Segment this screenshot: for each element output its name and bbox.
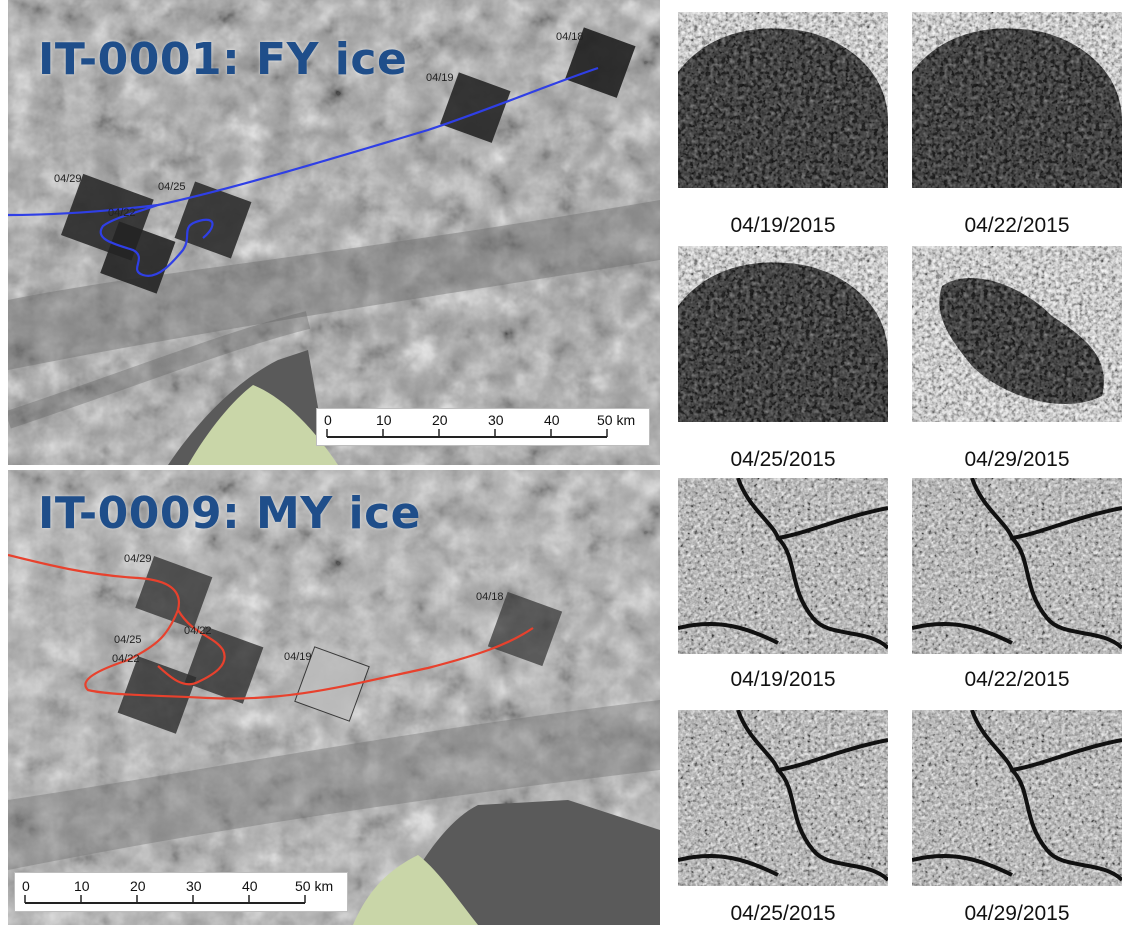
my-date-label: 04/22 (184, 625, 212, 637)
thumbnail-date-caption: 04/29/2015 (964, 448, 1070, 471)
ice-crack-lines (912, 478, 1122, 650)
ice-crack-lines (678, 478, 888, 650)
scale-tick-label: 0 (22, 878, 30, 894)
my-panel-title: IT-0009: MY ice (38, 488, 422, 539)
thumbnail-date-caption: 04/22/2015 (964, 668, 1070, 691)
sar-thumbnail (678, 710, 888, 886)
thumbnail-date-caption: 04/29/2015 (964, 902, 1070, 925)
scale-tick-label: 10 (74, 878, 90, 894)
thumbnail-date-caption: 04/25/2015 (730, 902, 836, 925)
my-date-label: 04/19 (284, 651, 312, 663)
thumbnail-date-caption: 04/25/2015 (730, 448, 836, 471)
sar-thumbnail (678, 478, 888, 654)
fy-scale-bar: 0 10 20 30 40 50 km (316, 408, 650, 446)
thumbnail-date-caption: 04/19/2015 (730, 668, 836, 691)
my-drift-track (8, 553, 534, 700)
fy-drift-track (8, 66, 599, 277)
sar-thumbnail (678, 12, 888, 188)
land-area (353, 855, 478, 925)
my-date-label: 04/18 (476, 591, 504, 603)
scale-tick-label: 50 km (295, 878, 333, 894)
sar-thumbnail (912, 710, 1122, 886)
my-date-label: 04/25 (114, 634, 142, 646)
my-ice-map: 04/18 04/19 04/29 04/25 04/22 04/22 (8, 470, 660, 925)
fy-date-label: 04/18 (556, 31, 584, 43)
ice-crack-lines (912, 710, 1122, 882)
sar-thumbnail (912, 478, 1122, 654)
scale-tick-label: 50 km (597, 412, 635, 428)
scale-tick-label: 30 (488, 412, 504, 428)
scale-tick-label: 10 (376, 412, 392, 428)
sar-thumbnail (912, 12, 1122, 188)
water-area (388, 800, 660, 925)
my-scale-bar: 0 10 20 30 40 50 km (14, 872, 348, 912)
my-date-label: 04/29 (124, 553, 152, 565)
scale-tick-label: 0 (324, 412, 332, 428)
scale-tick-label: 20 (432, 412, 448, 428)
fy-date-label: 04/29 (54, 173, 82, 185)
fy-date-label: 04/22 (108, 207, 136, 219)
ice-crack-lines (678, 710, 888, 882)
sar-thumbnail (678, 246, 888, 422)
fy-ice-map-panel: 04/18 04/19 04/25 04/29 04/22 IT-0001: F… (8, 0, 660, 465)
scale-tick-label: 30 (186, 878, 202, 894)
scale-tick-label: 20 (130, 878, 146, 894)
fy-panel-title: IT-0001: FY ice (38, 34, 408, 85)
fy-ice-map: 04/18 04/19 04/25 04/29 04/22 (8, 0, 660, 465)
sar-thumbnail (912, 246, 1122, 422)
land-area (188, 385, 338, 465)
scale-tick-label: 40 (544, 412, 560, 428)
my-date-label: 04/22 (112, 653, 140, 665)
my-ice-map-panel: 04/18 04/19 04/29 04/25 04/22 04/22 IT-0… (8, 470, 660, 925)
fy-date-label: 04/19 (426, 72, 454, 84)
scale-tick-label: 40 (242, 878, 258, 894)
sar-footprints (61, 27, 636, 294)
thumbnail-date-caption: 04/19/2015 (730, 214, 836, 237)
thumbnail-date-caption: 04/22/2015 (964, 214, 1070, 237)
fy-date-label: 04/25 (158, 181, 186, 193)
